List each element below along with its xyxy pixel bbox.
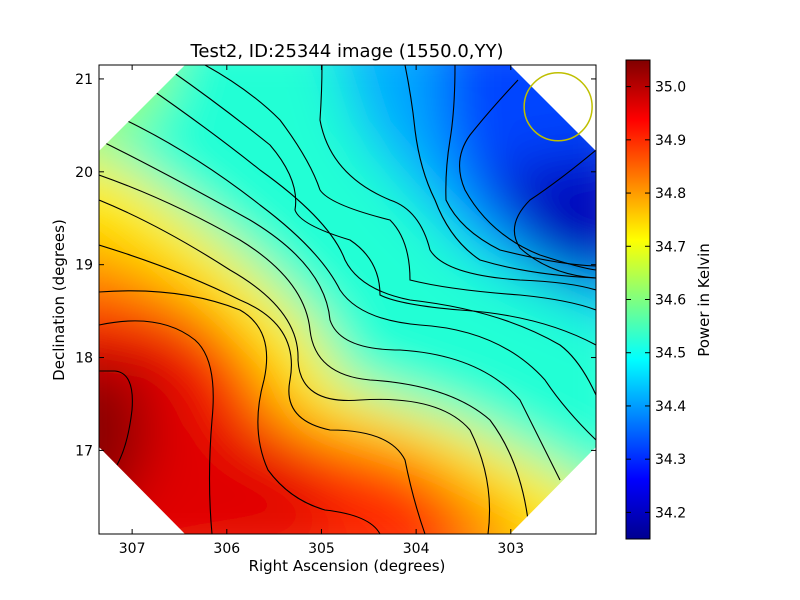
y-tick-label: 20 xyxy=(75,165,93,181)
plot-frame xyxy=(98,64,597,535)
colorbar-tick-label: 34.3 xyxy=(655,452,686,468)
contour-line xyxy=(144,84,596,396)
colorbar-tick-label: 35.0 xyxy=(655,80,686,96)
colorbar-tick-label: 34.8 xyxy=(655,186,686,202)
contour-line xyxy=(319,65,596,291)
colorbar-tick-label: 34.7 xyxy=(655,239,686,255)
colorbar-tick-label: 34.6 xyxy=(655,293,686,309)
colorbar-tick-label: 34.9 xyxy=(655,133,686,149)
y-tick-label: 19 xyxy=(75,258,93,274)
colorbar-ticks: 35.0 34.9 34.8 34.7 34.6 34.5 34.4 34.3 34.2 xyxy=(626,80,686,521)
heatmap-image xyxy=(99,65,596,534)
chart-title: Test2, ID:25344 image (1550.0,YY) xyxy=(189,41,503,62)
contour-line xyxy=(99,320,214,534)
x-tick-label: 306 xyxy=(213,541,240,557)
colorbar-label: Power in Kelvin xyxy=(695,243,713,357)
contour-line xyxy=(445,65,596,267)
colorbar-tick-label: 34.4 xyxy=(655,399,686,415)
contour-lines xyxy=(99,65,596,534)
contour-line xyxy=(99,139,561,481)
contour-line xyxy=(99,290,381,534)
contour-line xyxy=(404,65,596,279)
contour-line xyxy=(513,149,596,279)
x-tick-label: 304 xyxy=(403,541,430,557)
contour-line xyxy=(459,79,596,271)
x-axis-label: Right Ascension (degrees) xyxy=(249,557,446,575)
contour-line xyxy=(99,244,426,534)
x-tick-label: 303 xyxy=(497,541,524,557)
colorbar-tick-label: 34.5 xyxy=(655,346,686,362)
y-axis-label: Declination (degrees) xyxy=(50,219,68,381)
contour-line xyxy=(169,69,596,346)
y-tick-label: 17 xyxy=(75,443,93,459)
beam-marker xyxy=(523,72,593,142)
contour-line xyxy=(99,370,133,466)
y-tick-label: 21 xyxy=(75,72,93,88)
colorbar-tick-label: 34.2 xyxy=(655,505,686,521)
contour-line xyxy=(114,114,596,441)
contour-line xyxy=(204,65,596,311)
contour-line xyxy=(99,174,529,521)
x-tick-label: 307 xyxy=(119,541,146,557)
y-tick-label: 18 xyxy=(75,351,93,367)
x-tick-label: 305 xyxy=(308,541,335,557)
x-axis-ticks: 307 306 305 304 303 xyxy=(119,65,524,557)
contour-line xyxy=(99,199,491,534)
y-axis-ticks: 17 18 19 20 21 xyxy=(75,72,596,459)
